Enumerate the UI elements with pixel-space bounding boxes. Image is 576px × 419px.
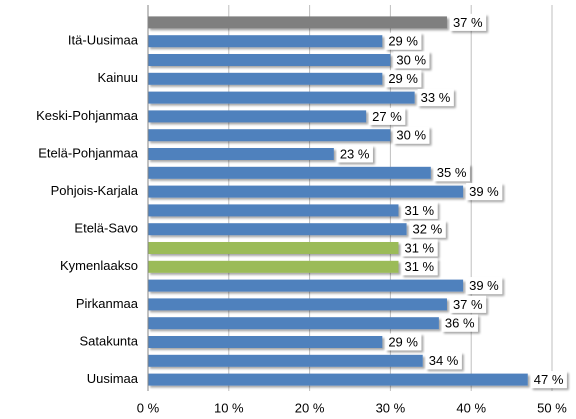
data-label: 31 %: [404, 240, 434, 255]
x-tick-label: 20 %: [295, 400, 325, 415]
data-label-box: [393, 126, 430, 144]
data-label-box: [417, 89, 454, 107]
data-label: 36 %: [445, 316, 475, 331]
bar: [148, 242, 399, 254]
bar: [148, 204, 399, 217]
bar: [148, 91, 415, 104]
data-label-box: [401, 201, 438, 219]
bar: [148, 279, 464, 292]
data-label: 39 %: [469, 184, 499, 199]
bar: [148, 129, 391, 142]
x-tick-label: 40 %: [456, 400, 486, 415]
y-tick-label: Etelä-Pohjanmaa: [38, 145, 138, 160]
data-label-box: [385, 70, 422, 88]
data-label: 30 %: [396, 128, 426, 143]
bar: [148, 35, 383, 48]
bar: [148, 354, 423, 367]
bar: [148, 16, 447, 29]
bar: [148, 110, 367, 123]
bar: [148, 373, 528, 386]
x-tick-label: 0 %: [137, 400, 160, 415]
data-label-box: [393, 51, 430, 69]
data-label-box: [466, 183, 503, 201]
data-label-box: [449, 295, 487, 313]
y-tick-label: Satakunta: [79, 333, 138, 348]
data-label: 37 %: [453, 15, 483, 30]
data-label-box: [369, 107, 406, 125]
data-label: 31 %: [404, 203, 434, 218]
y-tick-label: Pohjois-Karjala: [51, 183, 139, 198]
x-tick-label: 30 %: [376, 400, 406, 415]
data-label-box: [336, 145, 373, 163]
data-label-box: [466, 277, 503, 295]
data-label-box: [441, 314, 478, 332]
bar: [148, 260, 399, 273]
x-tick-label: 50 %: [537, 400, 567, 415]
bar: [148, 148, 334, 160]
bar: [148, 223, 407, 236]
data-label: 27 %: [372, 109, 402, 124]
y-tick-label: Pirkanmaa: [76, 296, 139, 311]
data-label: 29 %: [388, 34, 418, 49]
data-label: 29 %: [388, 71, 418, 86]
x-tick-label: 10 %: [214, 400, 244, 415]
y-tick-label: Kainuu: [98, 70, 138, 85]
data-label: 35 %: [437, 165, 467, 180]
data-label: 32 %: [413, 222, 443, 237]
data-label: 33 %: [421, 90, 451, 105]
data-label-box: [425, 352, 462, 370]
data-label: 29 %: [388, 334, 418, 349]
data-label-box: [530, 371, 567, 389]
bar: [148, 54, 391, 66]
bar: [148, 298, 447, 311]
bar: [148, 185, 464, 198]
data-label: 23 %: [340, 146, 370, 161]
y-tick-label: Itä-Uusimaa: [68, 33, 139, 48]
data-label: 34 %: [429, 353, 459, 368]
data-label: 30 %: [396, 52, 426, 67]
data-label-box: [449, 13, 487, 31]
bar: [148, 72, 383, 85]
data-label: 39 %: [469, 278, 499, 293]
data-label: 31 %: [404, 259, 434, 274]
data-label-box: [401, 239, 438, 257]
data-label: 47 %: [534, 372, 564, 387]
data-label-box: [385, 32, 422, 50]
y-tick-label: Uusimaa: [87, 371, 139, 386]
bar: [148, 336, 383, 348]
data-label-box: [409, 220, 446, 238]
y-tick-label: Etelä-Savo: [74, 221, 138, 236]
data-label-box: [385, 333, 422, 351]
data-label: 37 %: [453, 297, 483, 312]
bar: [148, 166, 431, 179]
data-label-box: [401, 258, 438, 276]
y-tick-label: Kymenlaakso: [60, 258, 138, 273]
bar: [148, 317, 439, 330]
data-label-box: [433, 164, 470, 182]
y-tick-label: Keski-Pohjanmaa: [36, 108, 139, 123]
